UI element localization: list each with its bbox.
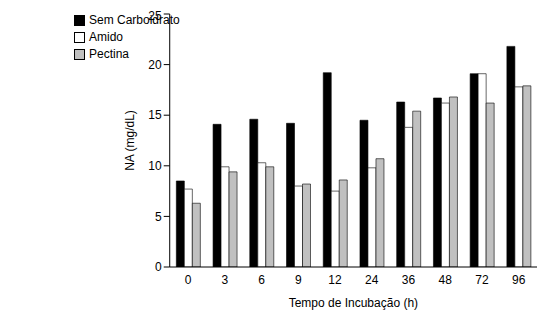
svg-text:0: 0 <box>185 273 192 287</box>
svg-text:5: 5 <box>155 210 162 224</box>
svg-text:3: 3 <box>221 273 228 287</box>
svg-text:9: 9 <box>295 273 302 287</box>
svg-text:NA (mg/dL): NA (mg/dL) <box>123 110 137 171</box>
svg-text:48: 48 <box>439 273 453 287</box>
svg-text:96: 96 <box>512 273 526 287</box>
svg-text:Tempo de Incubação (h): Tempo de Incubação (h) <box>289 296 418 310</box>
svg-text:20: 20 <box>148 58 162 72</box>
svg-text:10: 10 <box>148 159 162 173</box>
svg-text:25: 25 <box>148 9 162 23</box>
svg-text:72: 72 <box>475 273 489 287</box>
svg-text:12: 12 <box>328 273 342 287</box>
svg-text:15: 15 <box>148 108 162 122</box>
svg-text:6: 6 <box>258 273 265 287</box>
svg-text:24: 24 <box>365 273 379 287</box>
svg-text:36: 36 <box>402 273 416 287</box>
svg-text:0: 0 <box>155 260 162 274</box>
